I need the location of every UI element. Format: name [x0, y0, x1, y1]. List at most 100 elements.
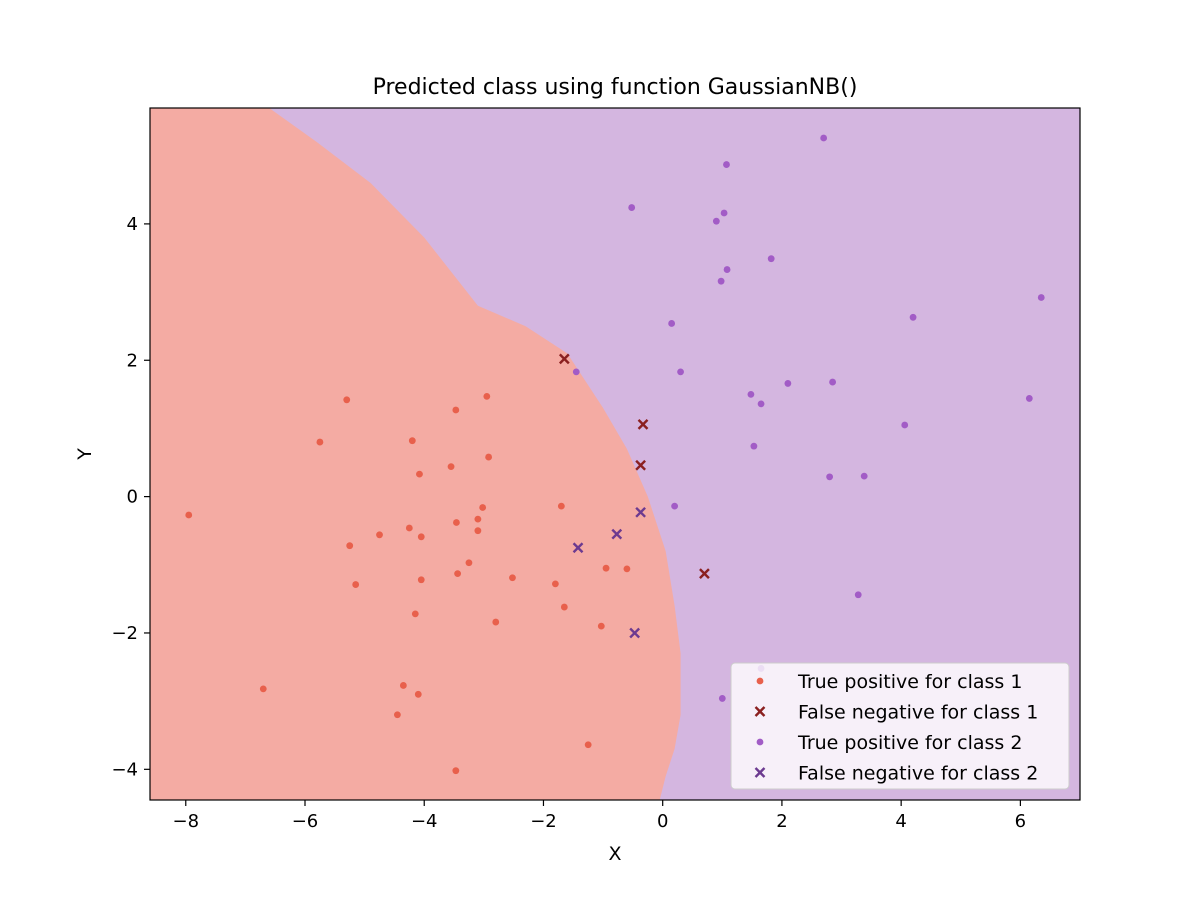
legend-box [730, 662, 1070, 790]
class-2-true-positive-point [829, 378, 836, 386]
y-tick-label: 4 [127, 214, 138, 235]
legend-marker-stroke-b [754, 767, 766, 778]
class-1-true-positive-point [416, 470, 423, 478]
class-1-true-positive-point [485, 453, 493, 461]
legend-label: False negative for class 1 [798, 702, 1038, 724]
class-2-true-positive-point [909, 313, 917, 321]
class-1-true-positive-point [557, 502, 565, 510]
legend-marker [754, 706, 766, 717]
y-tick-label: −4 [111, 759, 138, 780]
class-1-true-positive-point [465, 559, 473, 567]
class-2-true-positive-point [826, 473, 834, 481]
y-axis: −4 −2 0 2 4 [111, 214, 150, 780]
class-1-true-positive-point [623, 565, 631, 573]
class-1-true-positive-point [411, 610, 419, 618]
class-1-false-negative-marker [635, 459, 646, 471]
class-1-true-positive-point [483, 392, 491, 400]
x-tick-label: −8 [172, 811, 199, 832]
x-tick-label: 6 [1015, 811, 1026, 832]
y-tick-label: −2 [111, 623, 138, 644]
class-1-false-negative-marker-stroke-b [699, 568, 710, 579]
class-2-false-negative-marker [629, 627, 641, 639]
class-1-true-positive-point [259, 685, 267, 693]
class-2-true-positive-point [717, 277, 725, 285]
class-1-true-positive-point [474, 527, 482, 535]
class-1-true-positive-point [346, 542, 354, 550]
class-1-true-positive-point [453, 519, 460, 526]
class-2-false-negative-marker-stroke-b [572, 542, 584, 554]
x-tick-label: 4 [895, 811, 906, 832]
class-2-true-positive-point [1025, 395, 1033, 402]
x-axis-label: X [608, 843, 621, 865]
legend-marker-stroke-b [754, 706, 766, 717]
class-1-true-positive-point [474, 515, 482, 523]
class-1-false-negative-marker-stroke-b [558, 353, 570, 365]
class-1-true-positive-point [454, 570, 462, 578]
class-1-true-positive-point [479, 504, 487, 511]
class-2-true-positive-point [757, 400, 765, 408]
class-1-true-positive-point [185, 511, 193, 519]
class-2-true-positive-point [1037, 294, 1045, 301]
class-1-false-negative-marker-stroke-b [635, 459, 646, 471]
class-2-false-negative-marker [611, 528, 623, 540]
class-1-true-positive-point [560, 603, 568, 611]
class-2-false-negative-marker-stroke-b [635, 506, 646, 518]
class-1-true-positive-point [452, 767, 460, 775]
class-2-true-positive-point [718, 695, 726, 702]
class-2-true-positive-point [628, 204, 636, 211]
class-1-true-positive-point [399, 682, 407, 689]
x-tick-label: −4 [411, 811, 438, 832]
class-1-true-positive-point [597, 622, 605, 630]
chart-title: Predicted class using function GaussianN… [373, 75, 858, 100]
class-1-true-positive-point [405, 524, 413, 532]
x-axis: −8 −6 −4 −2 0 2 4 6 [172, 800, 1026, 832]
class-2-true-positive-point [712, 217, 720, 225]
class-2-true-positive-point [901, 421, 909, 429]
x-tick-label: −2 [530, 811, 557, 832]
class-1-true-positive-point [602, 564, 610, 572]
class-1-true-positive-point [414, 690, 422, 698]
y-tick-label: 2 [127, 350, 138, 371]
x-tick-label: 2 [776, 811, 787, 832]
class-2-false-negative-marker [572, 542, 584, 554]
legend-entries: True positive for class 1 False negative … [754, 671, 1038, 785]
class-2-true-positive-point [784, 380, 792, 387]
class-2-false-negative-marker-stroke-b [629, 627, 641, 639]
class-1-true-positive-point [417, 576, 425, 584]
legend-label: False negative for class 2 [798, 763, 1038, 785]
class-1-true-positive-point [584, 741, 592, 749]
class-2-true-positive-point [723, 266, 731, 273]
class-2-false-negative-marker [635, 506, 646, 518]
class-1-false-negative-marker [637, 418, 649, 430]
plot-frame [149, 107, 1081, 801]
class-1-true-positive-point [417, 533, 425, 541]
class-2-true-positive-point [767, 255, 775, 263]
class-1-true-positive-point [452, 406, 460, 414]
y-axis-label: Y [74, 448, 96, 461]
legend-label: True positive for class 1 [797, 671, 1022, 693]
plot-area [149, 107, 1081, 801]
class-2-true-positive-point [860, 472, 868, 480]
legend-label: True positive for class 2 [797, 732, 1022, 754]
class-1-true-positive-point [492, 618, 500, 626]
class-1-true-positive-point [408, 437, 416, 445]
class-1-false-negative-marker-stroke-b [637, 418, 649, 430]
x-tick-label: 0 [657, 811, 668, 832]
legend-marker [756, 738, 764, 746]
class-1-region [150, 108, 681, 800]
class-1-true-positive-point [509, 574, 516, 582]
x-tick-label: −6 [292, 811, 319, 832]
class-1-true-positive-point [343, 396, 351, 404]
class-2-true-positive-point [677, 368, 684, 376]
y-tick-label: 0 [127, 487, 138, 508]
class-1-true-positive-point [376, 531, 383, 539]
points-layer [185, 134, 1045, 775]
class-2-true-positive-point [723, 161, 730, 168]
class-1-true-positive-point [394, 711, 401, 719]
class-1-true-positive-point [316, 438, 324, 446]
legend-marker [754, 767, 766, 778]
class-2-false-negative-marker-stroke-b [611, 528, 623, 540]
class-2-true-positive-point [747, 390, 755, 398]
